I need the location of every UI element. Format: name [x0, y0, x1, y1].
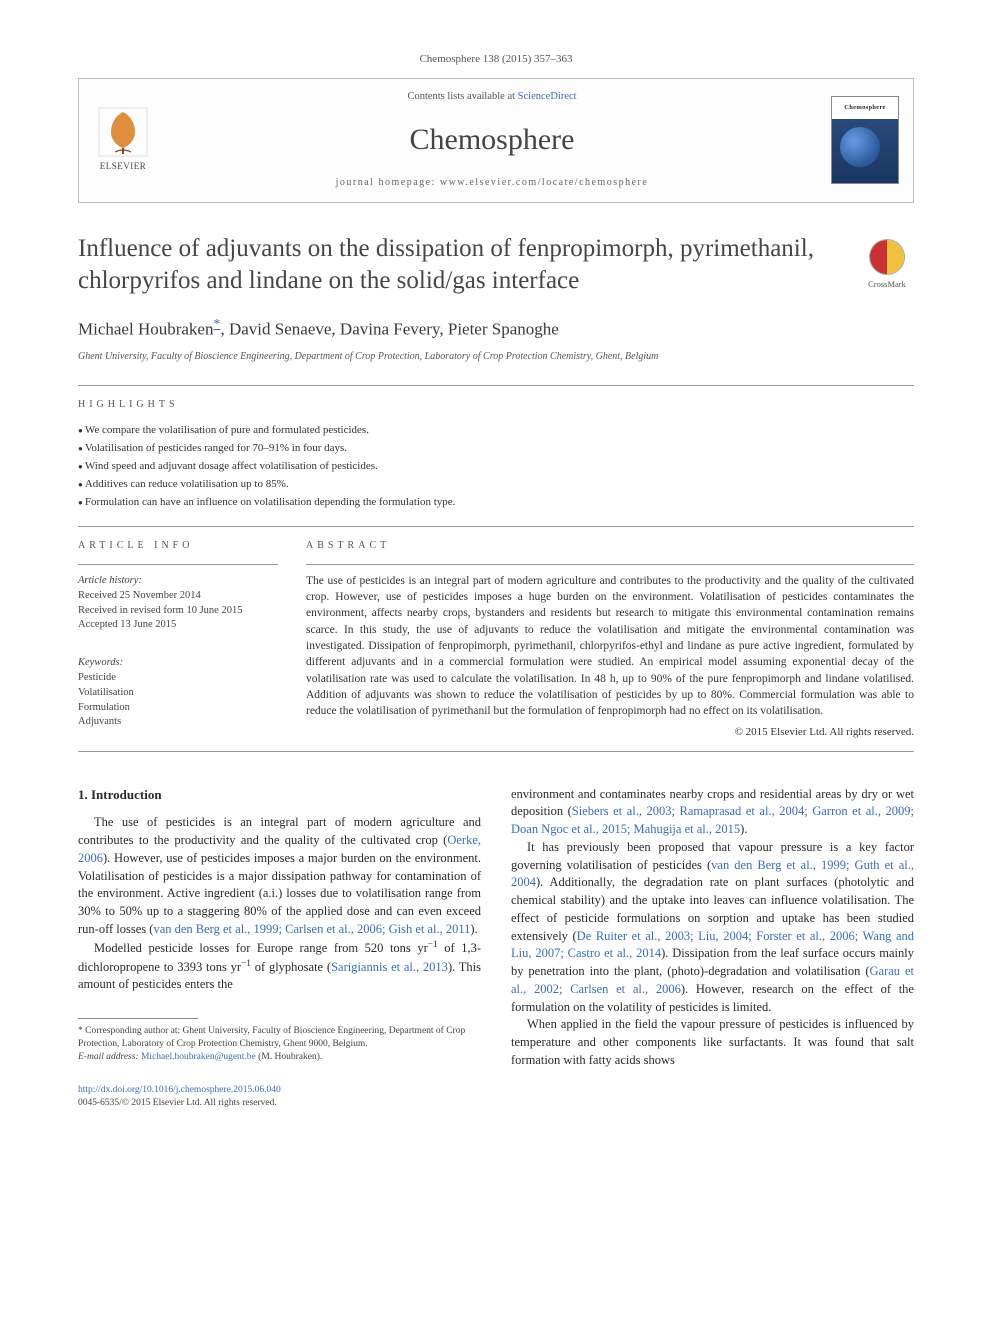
contents-line: Contents lists available at ScienceDirec… [173, 89, 811, 104]
homepage-prefix: journal homepage: [336, 177, 440, 188]
page: Chemosphere 138 (2015) 357–363 ELSEVIER … [0, 0, 992, 1151]
title-row: Influence of adjuvants on the dissipatio… [78, 233, 914, 297]
crossmark-icon [869, 239, 905, 275]
body-paragraph: Modelled pesticide losses for Europe ran… [78, 939, 481, 995]
body-paragraph: environment and contaminates nearby crop… [511, 786, 914, 839]
footnote-separator [78, 1018, 198, 1019]
issn-copyright: 0045-6535/© 2015 Elsevier Ltd. All right… [78, 1097, 914, 1111]
highlights-block: We compare the volatilisation of pure an… [78, 422, 914, 526]
history-head: Article history: [78, 573, 278, 588]
homepage-url: www.elsevier.com/locate/chemosphere [440, 177, 648, 188]
highlight-item: Formulation can have an influence on vol… [78, 494, 914, 512]
keywords-list: Pesticide Volatilisation Formulation Adj… [78, 671, 278, 730]
article-info-heading: article info [78, 527, 278, 564]
cover-title: Chemosphere [832, 97, 898, 119]
author-1: Michael Houbraken [78, 320, 213, 339]
author-email-link[interactable]: Michael.houbraken@ugent.be [141, 1052, 256, 1062]
abstract-heading: abstract [306, 527, 914, 564]
bottom-meta: http://dx.doi.org/10.1016/j.chemosphere.… [78, 1084, 914, 1112]
keyword: Adjuvants [78, 715, 278, 730]
keyword: Formulation [78, 701, 278, 716]
elsevier-logo: ELSEVIER [93, 105, 153, 175]
footnotes: * Corresponding author at: Ghent Univers… [78, 1025, 481, 1063]
journal-name: Chemosphere [173, 118, 811, 162]
keywords-head: Keywords: [78, 655, 278, 670]
doi-link[interactable]: http://dx.doi.org/10.1016/j.chemosphere.… [78, 1085, 281, 1095]
intro-heading: 1. Introduction [78, 786, 481, 805]
history-line: Accepted 13 June 2015 [78, 618, 278, 633]
crossmark-badge[interactable]: CrossMark [860, 239, 914, 290]
reference-link[interactable]: Siebers et al., 2003; Ramaprasad et al.,… [511, 804, 914, 836]
info-abstract-row: article info Article history: Received 2… [78, 527, 914, 750]
highlight-item: Wind speed and adjuvant dosage affect vo… [78, 458, 914, 476]
email-footnote: E-mail address: Michael.houbraken@ugent.… [78, 1051, 481, 1064]
body-paragraph: The use of pesticides is an integral par… [78, 814, 481, 938]
elsevier-tree-icon [97, 106, 149, 158]
authors-rest: , David Senaeve, Davina Fevery, Pieter S… [220, 320, 558, 339]
elsevier-label: ELSEVIER [100, 160, 147, 173]
reference-link[interactable]: Sarigiannis et al., 2013 [331, 960, 448, 974]
highlight-item: Volatilisation of pesticides ranged for … [78, 440, 914, 458]
journal-header: ELSEVIER Contents lists available at Sci… [78, 78, 914, 203]
body-paragraph: When applied in the field the vapour pre… [511, 1016, 914, 1069]
authors-list: Michael Houbraken*, David Senaeve, Davin… [78, 315, 914, 342]
abstract-copyright: © 2015 Elsevier Ltd. All rights reserved… [306, 725, 914, 741]
corresponding-footnote: * Corresponding author at: Ghent Univers… [78, 1025, 481, 1051]
highlight-item: We compare the volatilisation of pure an… [78, 422, 914, 440]
left-column: 1. Introduction The use of pesticides is… [78, 786, 481, 1070]
right-column: environment and contaminates nearby crop… [511, 786, 914, 1070]
rule [78, 751, 914, 752]
body-paragraph: It has previously been proposed that vap… [511, 839, 914, 1017]
keyword: Pesticide [78, 671, 278, 686]
abstract-column: abstract The use of pesticides is an int… [306, 527, 914, 740]
citation-line: Chemosphere 138 (2015) 357–363 [78, 52, 914, 68]
history-lines: Received 25 November 2014 Received in re… [78, 589, 278, 633]
body-columns: 1. Introduction The use of pesticides is… [78, 786, 914, 1070]
article-info-column: article info Article history: Received 2… [78, 527, 278, 740]
history-line: Received 25 November 2014 [78, 589, 278, 604]
sciencedirect-link[interactable]: ScienceDirect [518, 91, 577, 102]
contents-prefix: Contents lists available at [407, 91, 517, 102]
header-center: Contents lists available at ScienceDirec… [173, 89, 811, 190]
article-title: Influence of adjuvants on the dissipatio… [78, 233, 860, 297]
homepage-line: journal homepage: www.elsevier.com/locat… [173, 176, 811, 191]
abstract-text: The use of pesticides is an integral par… [306, 573, 914, 720]
highlight-item: Additives can reduce volatilisation up t… [78, 476, 914, 494]
highlights-heading: highlights [78, 386, 914, 423]
history-line: Received in revised form 10 June 2015 [78, 604, 278, 619]
journal-cover-thumbnail: Chemosphere [831, 96, 899, 184]
crossmark-label: CrossMark [860, 278, 914, 290]
citation-text: Chemosphere 138 (2015) 357–363 [419, 53, 572, 65]
reference-link[interactable]: van den Berg et al., 1999; Carlsen et al… [153, 922, 470, 936]
keyword: Volatilisation [78, 686, 278, 701]
affiliation: Ghent University, Faculty of Bioscience … [78, 350, 914, 365]
